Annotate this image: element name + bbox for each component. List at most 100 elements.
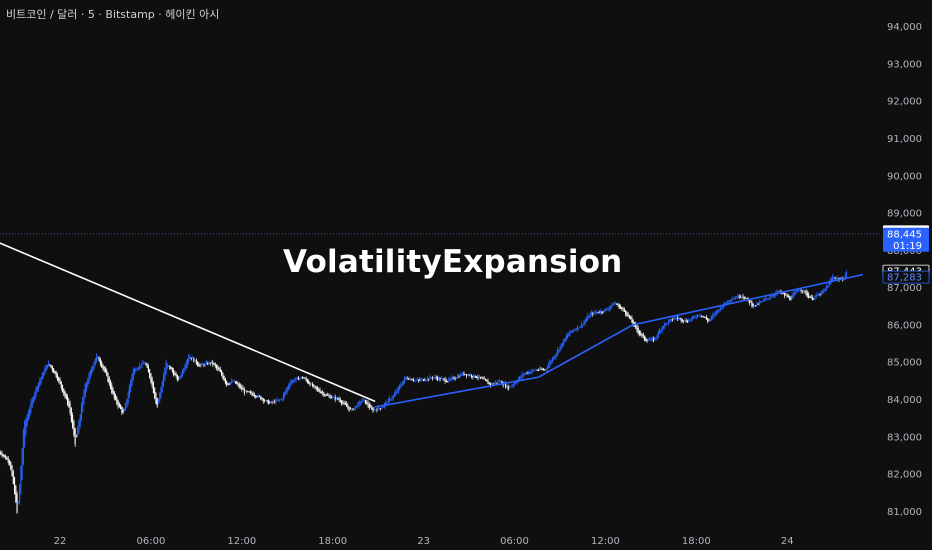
candle-body — [476, 376, 478, 378]
candle-body — [694, 317, 696, 318]
candle-body — [113, 391, 115, 399]
candle — [598, 310, 600, 314]
candle-body — [318, 388, 320, 392]
candle-body — [106, 370, 108, 376]
candle-body — [525, 372, 527, 374]
candle-body — [768, 297, 771, 299]
candle — [679, 317, 681, 320]
candle-body — [263, 399, 266, 401]
candle-body — [614, 303, 617, 305]
candle-body — [772, 295, 774, 297]
candle-body — [253, 394, 255, 397]
candle-body — [469, 374, 471, 376]
candle-body — [443, 378, 445, 380]
candle-body — [102, 364, 104, 369]
candle — [536, 369, 538, 371]
candle-body — [481, 377, 483, 379]
candle-body — [558, 349, 560, 353]
candle — [184, 364, 186, 372]
candle-body — [109, 380, 112, 389]
candle-body — [428, 379, 430, 380]
candle — [136, 367, 138, 371]
candle-body — [328, 395, 330, 397]
candle-body — [573, 330, 575, 331]
candle-body — [242, 388, 244, 390]
candle — [414, 379, 416, 383]
time-axis[interactable]: 22 06:00 12:00 18:00 23 06:00 12:00 18:00 24 — [54, 536, 794, 547]
candle-body — [186, 358, 189, 366]
candle — [157, 398, 160, 405]
candle-body — [551, 357, 553, 363]
candle-body — [48, 362, 50, 367]
candle-body — [789, 296, 791, 300]
candle — [594, 310, 596, 315]
candle-body — [26, 414, 28, 427]
candle-body — [733, 298, 735, 300]
candle-body — [698, 315, 700, 317]
candle-body — [49, 364, 51, 366]
candle-body — [748, 299, 750, 304]
symbol-legend[interactable]: 비트코인 / 달러 · 5 · Bitstamp · 헤이킨 아시 — [6, 8, 220, 21]
candle-body — [632, 320, 634, 326]
badge-countdown: 01:19 — [893, 241, 922, 252]
candle-body — [757, 304, 759, 305]
candle-body — [649, 339, 651, 341]
candle-body — [678, 318, 680, 319]
candle — [286, 386, 288, 395]
candle — [766, 297, 768, 301]
candle-body — [226, 380, 228, 386]
candle — [175, 371, 177, 379]
candle — [412, 377, 415, 383]
candle-body — [454, 378, 456, 380]
candle-body — [680, 318, 682, 321]
candle — [702, 315, 704, 318]
candle — [507, 384, 509, 391]
candle-body — [382, 405, 384, 408]
candle — [655, 336, 657, 341]
candle — [695, 314, 697, 320]
candle — [742, 293, 744, 300]
candle-body — [256, 396, 258, 398]
candle-body — [478, 376, 480, 378]
candle-body — [183, 368, 185, 373]
candle-body — [429, 376, 431, 380]
candle — [563, 338, 565, 347]
candle — [293, 379, 295, 383]
candle-body — [811, 297, 813, 300]
candle — [612, 303, 614, 306]
candle — [284, 391, 286, 399]
candle — [70, 407, 72, 424]
candle-body — [508, 386, 510, 388]
candle — [688, 318, 690, 323]
candle-body — [697, 314, 699, 318]
candle-body — [779, 290, 781, 292]
candle — [670, 318, 672, 323]
candle — [411, 378, 413, 381]
candle-body — [11, 465, 13, 477]
candle-body — [118, 403, 120, 407]
candle-body — [825, 286, 827, 290]
candle — [631, 315, 633, 323]
candle-body — [392, 395, 394, 399]
candle — [704, 316, 706, 319]
candle — [736, 295, 738, 299]
candle-body — [770, 296, 772, 298]
candle — [690, 317, 692, 323]
candle — [469, 373, 471, 377]
candle-body — [791, 295, 793, 299]
candle-body — [371, 406, 373, 410]
candle — [362, 398, 364, 403]
candle — [228, 382, 230, 386]
candle-body — [306, 379, 308, 383]
x-tick-label: 24 — [781, 536, 794, 547]
candle — [645, 336, 647, 342]
candle-body — [760, 301, 762, 303]
candle — [669, 318, 671, 324]
candle-body — [241, 386, 243, 390]
candle-body — [818, 293, 820, 296]
candle-body — [798, 289, 800, 292]
candle-body — [594, 312, 596, 314]
candle-body — [794, 292, 796, 296]
candle — [425, 379, 427, 383]
